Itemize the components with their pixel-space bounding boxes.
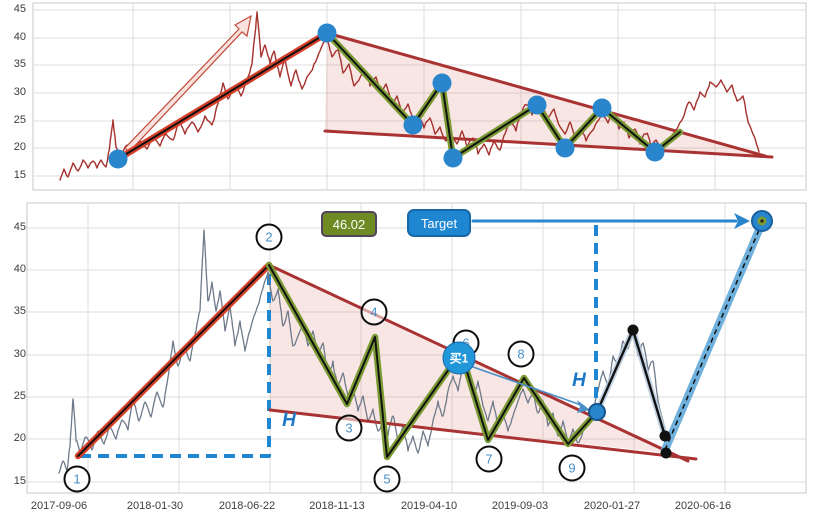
- x-axis-tick: 2020-01-27: [583, 500, 641, 512]
- x-axis-tick: 2018-01-30: [126, 500, 184, 512]
- x-axis-tick: 2019-04-10: [400, 500, 458, 512]
- y-axis-tick-bottom: 40: [13, 263, 26, 275]
- y-axis-tick-bottom: 30: [13, 348, 26, 360]
- wave-circle-4: 4: [360, 298, 388, 326]
- x-axis-tick: 2018-11-13: [309, 500, 365, 512]
- y-axis-tick-bottom: 45: [13, 221, 26, 233]
- y-axis-tick-bottom: 20: [13, 432, 26, 444]
- height-h-label-2: H: [572, 370, 586, 391]
- y-axis-tick-top: 20: [13, 141, 26, 153]
- wave-circle-3: 3: [335, 414, 363, 442]
- wave-circle-2: 2: [255, 223, 283, 251]
- y-axis-tick-top: 40: [13, 31, 26, 43]
- wave-circle-9: 9: [558, 454, 586, 482]
- wave-circle-8: 8: [507, 340, 535, 368]
- y-axis-tick-top: 35: [13, 58, 26, 70]
- wave-circle-1: 1: [63, 465, 91, 493]
- y-axis-tick-bottom: 15: [13, 475, 26, 487]
- y-axis-tick-top: 30: [13, 86, 26, 98]
- y-axis-tick-bottom: 35: [13, 305, 26, 317]
- wave-circle-7: 7: [475, 445, 503, 473]
- y-axis-tick-bottom: 25: [13, 390, 26, 402]
- x-axis-tick: 2019-09-03: [491, 500, 549, 512]
- x-axis-tick: 2018-06-22: [218, 500, 276, 512]
- height-h-label-1: H: [282, 410, 296, 431]
- wave-circle-5: 5: [373, 465, 401, 493]
- x-axis-tick: 2017-09-06: [30, 500, 88, 512]
- measured-target-price-badge: 46.02: [321, 211, 377, 237]
- buy-1-marker: 买1: [442, 341, 476, 375]
- y-axis-tick-top: 25: [13, 114, 26, 126]
- y-axis-tick-top: 15: [13, 169, 26, 181]
- y-axis-tick-top: 45: [13, 3, 26, 15]
- x-axis-tick: 2020-06-16: [674, 500, 732, 512]
- target-badge: Target: [407, 209, 471, 237]
